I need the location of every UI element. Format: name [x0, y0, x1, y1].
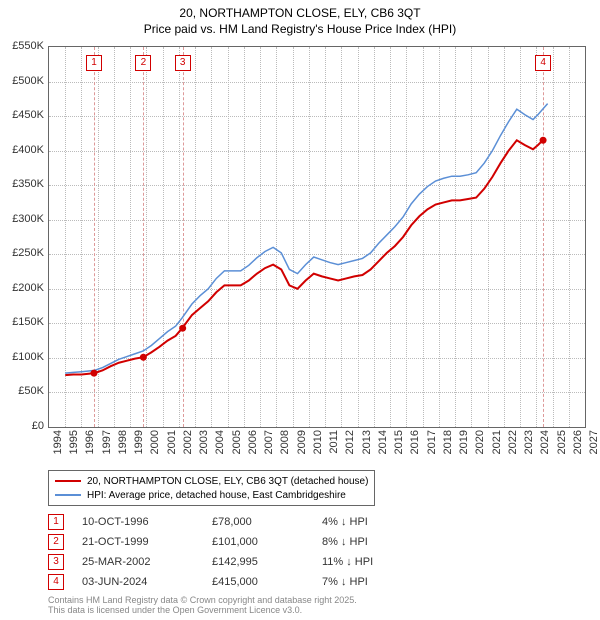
marker-dot [90, 370, 97, 377]
tx-diff: 8% ↓ HPI [322, 536, 412, 548]
transaction-row: 3 25-MAR-2002£142,99511% ↓ HPI [48, 552, 412, 572]
transactions-table: 110-OCT-1996£78,0004% ↓ HPI221-OCT-1999£… [48, 512, 412, 592]
x-axis-label: 2018 [442, 430, 454, 464]
x-axis-label: 2009 [296, 430, 308, 464]
y-axis-label: £50K [4, 385, 44, 397]
chart-container: 20, NORTHAMPTON CLOSE, ELY, CB6 3QT Pric… [0, 0, 600, 620]
x-axis-label: 2008 [279, 430, 291, 464]
tx-number: 1 [48, 514, 64, 530]
footer-line2: This data is licensed under the Open Gov… [48, 606, 357, 616]
x-axis-label: 2011 [328, 430, 340, 464]
x-axis-label: 2002 [182, 430, 194, 464]
legend-label: 20, NORTHAMPTON CLOSE, ELY, CB6 3QT (det… [87, 476, 368, 487]
y-axis-label: £400K [4, 144, 44, 156]
transaction-row: 2 21-OCT-1999£101,0008% ↓ HPI [48, 532, 412, 552]
x-axis-label: 2021 [491, 430, 503, 464]
y-axis-label: £0 [4, 420, 44, 432]
x-axis-label: 1998 [117, 430, 129, 464]
tx-price: £142,995 [212, 556, 322, 568]
chart-plot-area: 1234 [48, 46, 586, 428]
tx-diff: 11% ↓ HPI [322, 556, 412, 568]
y-axis-label: £100K [4, 351, 44, 363]
x-axis-label: 1995 [68, 430, 80, 464]
y-axis-label: £250K [4, 247, 44, 259]
x-axis-label: 2024 [539, 430, 551, 464]
y-axis-label: £150K [4, 316, 44, 328]
tx-date: 25-MAR-2002 [82, 556, 212, 568]
y-axis-label: £300K [4, 213, 44, 225]
tx-number: 4 [48, 574, 64, 590]
x-axis-label: 2026 [572, 430, 584, 464]
y-axis-label: £500K [4, 75, 44, 87]
tx-number: 2 [48, 534, 64, 550]
x-axis-label: 2025 [556, 430, 568, 464]
x-axis-label: 2010 [312, 430, 324, 464]
chart-lines [49, 47, 585, 427]
series-price_paid [65, 140, 543, 375]
tx-date: 10-OCT-1996 [82, 516, 212, 528]
x-axis-label: 2001 [166, 430, 178, 464]
x-axis-label: 2019 [458, 430, 470, 464]
x-axis-label: 2004 [214, 430, 226, 464]
legend-box: 20, NORTHAMPTON CLOSE, ELY, CB6 3QT (det… [48, 470, 375, 506]
tx-diff: 4% ↓ HPI [322, 516, 412, 528]
y-axis-label: £350K [4, 178, 44, 190]
tx-diff: 7% ↓ HPI [322, 576, 412, 588]
title-address: 20, NORTHAMPTON CLOSE, ELY, CB6 3QT [0, 6, 600, 22]
footer-attribution: Contains HM Land Registry data © Crown c… [48, 596, 357, 616]
tx-number: 3 [48, 554, 64, 570]
title-subtitle: Price paid vs. HM Land Registry's House … [0, 22, 600, 38]
transaction-row: 1 10-OCT-1996£78,0004% ↓ HPI [48, 512, 412, 532]
x-axis-label: 2023 [523, 430, 535, 464]
legend-swatch [55, 494, 81, 496]
x-axis-label: 1997 [101, 430, 113, 464]
x-axis-label: 1999 [133, 430, 145, 464]
legend-row: 20, NORTHAMPTON CLOSE, ELY, CB6 3QT (det… [55, 474, 368, 488]
tx-price: £415,000 [212, 576, 322, 588]
marker-dot [140, 354, 147, 361]
x-axis-label: 1994 [52, 430, 64, 464]
transaction-row: 4 03-JUN-2024£415,0007% ↓ HPI [48, 572, 412, 592]
x-axis-label: 2012 [344, 430, 356, 464]
legend-swatch [55, 480, 81, 482]
x-axis-label: 2020 [474, 430, 486, 464]
legend-label: HPI: Average price, detached house, East… [87, 490, 346, 501]
tx-price: £78,000 [212, 516, 322, 528]
x-axis-label: 2027 [588, 430, 600, 464]
x-axis-label: 2014 [377, 430, 389, 464]
y-axis-label: £550K [4, 40, 44, 52]
x-axis-label: 2013 [361, 430, 373, 464]
x-axis-label: 2017 [426, 430, 438, 464]
marker-dot [179, 325, 186, 332]
tx-date: 21-OCT-1999 [82, 536, 212, 548]
y-axis-label: £450K [4, 109, 44, 121]
tx-date: 03-JUN-2024 [82, 576, 212, 588]
x-axis-label: 2006 [247, 430, 259, 464]
x-axis-label: 2016 [409, 430, 421, 464]
x-axis-label: 2007 [263, 430, 275, 464]
marker-dot [540, 137, 547, 144]
y-axis-label: £200K [4, 282, 44, 294]
legend-row: HPI: Average price, detached house, East… [55, 488, 368, 502]
x-axis-label: 2003 [198, 430, 210, 464]
x-axis-label: 2022 [507, 430, 519, 464]
title-block: 20, NORTHAMPTON CLOSE, ELY, CB6 3QT Pric… [0, 0, 600, 37]
x-axis-label: 2005 [231, 430, 243, 464]
x-axis-label: 1996 [84, 430, 96, 464]
x-axis-label: 2015 [393, 430, 405, 464]
x-axis-label: 2000 [149, 430, 161, 464]
tx-price: £101,000 [212, 536, 322, 548]
series-hpi [65, 104, 547, 373]
